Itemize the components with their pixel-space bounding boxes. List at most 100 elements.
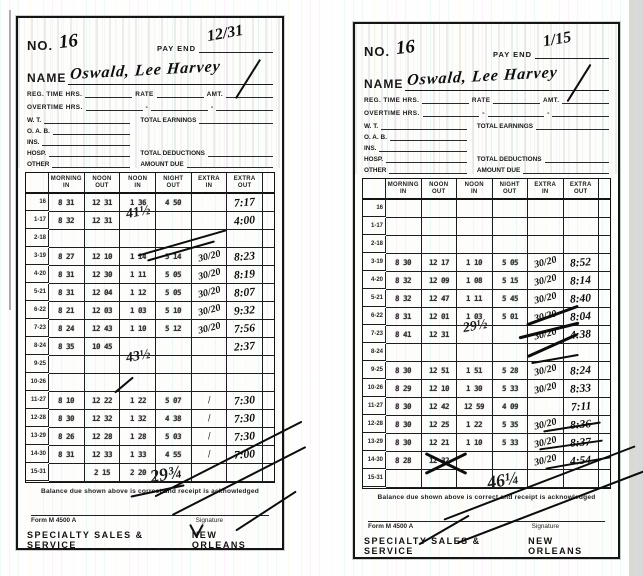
punch-cell [563, 236, 599, 254]
card-number-row: NO. 16 PAY END 1/15 [364, 29, 609, 59]
card-number-value: 16 [58, 30, 80, 53]
punch-cell: 12 22 [84, 392, 121, 410]
punch-cell [492, 452, 528, 470]
punch-cell: 8:40 [563, 290, 599, 308]
blank-line [544, 153, 609, 163]
punch-stamp: 12 28 [91, 432, 113, 441]
punch-cell: 1 11 [457, 290, 493, 308]
punch-stamp: 5 35 [501, 420, 519, 429]
punch-cell: 10 45 [84, 338, 121, 356]
blank-line [85, 88, 133, 98]
punch-cell: 7:17 [227, 194, 263, 212]
punch-cell [191, 374, 228, 392]
punch-cell [492, 236, 528, 254]
punch-cell: 5 33 [492, 434, 528, 452]
handwritten-daily-total: 7:00 [233, 447, 256, 462]
punch-cell: 1 08 [457, 272, 493, 290]
blank-line [150, 101, 208, 111]
punch-cell: 30/20 [528, 254, 564, 272]
blank-line [199, 114, 273, 124]
punch-stamp: 1 28 [129, 432, 146, 441]
tail-cell [263, 410, 274, 428]
punch-cell [120, 230, 156, 248]
punch-cell: 8 24 [49, 320, 85, 338]
handwritten-daily-total: 8:24 [569, 363, 592, 378]
spacer [477, 130, 609, 152]
row-date-label: 11-27 [363, 398, 386, 415]
punch-stamp: 8 31 [58, 288, 75, 297]
tail-cell [263, 428, 274, 446]
punch-cell [227, 374, 263, 392]
punch-stamp: 8 30 [394, 402, 412, 411]
handwritten-daily-total: 8:52 [569, 255, 592, 270]
punch-cell: 8 41 [386, 326, 422, 344]
overtime-row: OVERTIME HRS. - - [364, 107, 609, 117]
handwritten-daily-total: 7:11 [570, 399, 592, 414]
form-number: Form M 4500 A [368, 523, 414, 530]
reg-time-hrs-label: REG. TIME HRS. [364, 97, 420, 104]
punch-cell [492, 200, 528, 218]
punch-cell: 7:11 [563, 398, 599, 416]
balance-statement: Balance due shown above is correct and r… [41, 488, 259, 495]
punch-cell: 12 31 [421, 326, 457, 344]
handwritten-daily-total: 4:00 [233, 213, 256, 228]
hosp-label: HOSP. [364, 156, 384, 163]
punch-cell [457, 326, 493, 344]
column-header: NOON IN [120, 173, 156, 194]
no-label: NO. [364, 44, 391, 59]
totals-column: TOTAL EARNINGS TOTAL DEDUCTIONS AMOUNT D… [140, 113, 273, 168]
punch-cell: 43½ [125, 347, 192, 374]
handwritten-fraction: / [206, 394, 212, 407]
pay-end-value: 12/31 [205, 21, 245, 46]
timecard-left: NO. 16 PAY END 12/31 NAME Oswald, Lee Ha… [16, 16, 307, 550]
handwritten-daily-total: 8:23 [233, 249, 256, 264]
punch-cell: 30/20 [528, 308, 564, 326]
handwritten-daily-total: 7:17 [233, 195, 256, 210]
punch-cell: 5 01 [492, 308, 528, 326]
handwritten-daily-total: 4:54 [569, 453, 592, 468]
punch-stamp: 2 20 [129, 468, 146, 477]
row-date-label: 12-28 [363, 416, 386, 433]
punch-stamp: 1 11 [465, 294, 483, 303]
punch-stamp: 5 14 [165, 252, 182, 261]
punch-cell: 30/20 [528, 380, 564, 398]
punch-cell: 9:32 [227, 302, 263, 320]
row-date-label: 10-26 [363, 380, 386, 397]
punch-table: MORNING IN NOON OUT NOON IN NIGHT OUT EXTRA … [362, 178, 611, 493]
oab-label: O. A. B. [27, 128, 50, 135]
punch-cell: 8 21 [49, 302, 85, 320]
punch-stamp: 4 55 [165, 450, 182, 459]
dash: - [145, 104, 148, 111]
handwritten-daily-total: 8:36 [569, 417, 592, 432]
punch-stamp: 8 28 [394, 456, 412, 465]
tail-cell [263, 302, 274, 320]
punch-cell [49, 230, 85, 248]
punch-cell: 7:30 [227, 428, 263, 446]
handwritten-fraction: 30/20 [532, 380, 558, 397]
name-row: NAME Oswald, Lee Harvey [364, 64, 609, 91]
punch-cell: 8:19 [227, 266, 263, 284]
other-label: OTHER [364, 167, 387, 174]
punch-cell [528, 344, 564, 362]
handwritten-fraction: / [206, 448, 212, 461]
company-city: NEW ORLEANS [528, 536, 583, 556]
punch-cell: 2 15 [84, 464, 121, 482]
tail-cell [263, 446, 274, 464]
punch-cell [120, 338, 156, 356]
punch-cell [563, 470, 599, 488]
signature-label: Signature [531, 523, 559, 530]
handwritten-fraction: 30/20 [196, 266, 222, 283]
punch-cell: 4 09 [492, 398, 528, 416]
punch-stamp: 8 31 [394, 312, 412, 321]
punch-cell [421, 218, 457, 236]
punch-stamp: 12 09 [428, 276, 450, 285]
punch-cell [227, 230, 263, 248]
punch-cell: 8 27 [49, 248, 85, 266]
punch-stamp: 5 33 [501, 384, 519, 393]
punch-cell: 5 03 [156, 428, 192, 446]
deduction-labels-column: W. T. O. A. B. INS. HOSP. OTHER [364, 119, 467, 174]
punch-cell: 30/20 [528, 362, 564, 380]
punch-cell [528, 200, 564, 218]
row-date-label: 13-29 [26, 428, 49, 445]
punch-cell: 8 30 [49, 410, 85, 428]
